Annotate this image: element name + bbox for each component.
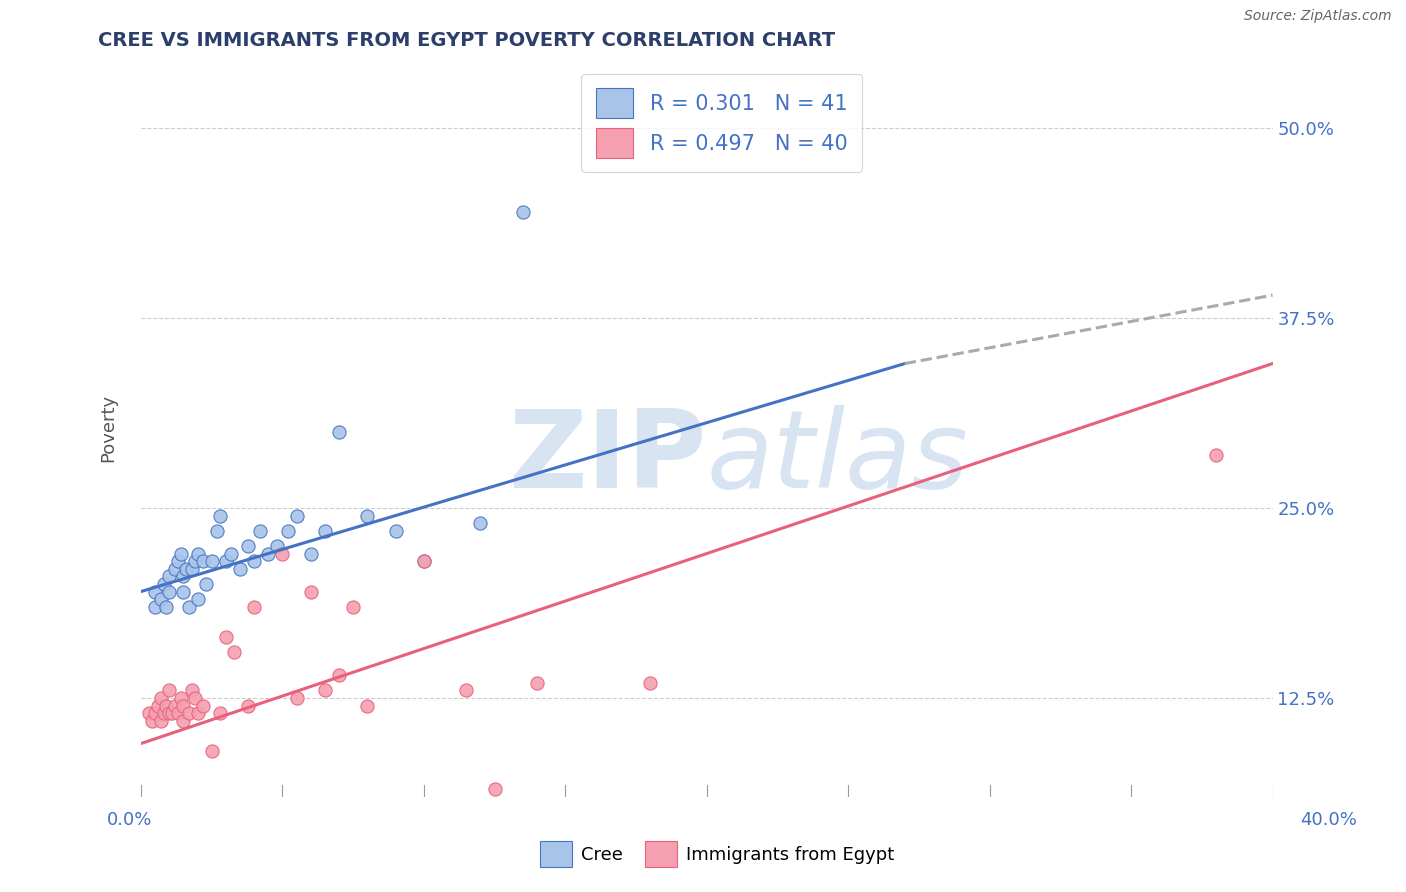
Point bbox=[299, 584, 322, 599]
Point bbox=[172, 714, 194, 728]
Point bbox=[342, 599, 364, 614]
Point bbox=[209, 706, 232, 720]
Point bbox=[155, 698, 177, 713]
Point bbox=[412, 554, 434, 568]
Point bbox=[193, 554, 215, 568]
Point bbox=[328, 425, 350, 439]
Point bbox=[201, 744, 224, 758]
Point bbox=[152, 706, 174, 720]
Text: 0.0%: 0.0% bbox=[107, 811, 152, 829]
Y-axis label: Poverty: Poverty bbox=[100, 394, 117, 462]
Point bbox=[456, 683, 478, 698]
Point bbox=[201, 554, 224, 568]
Point bbox=[238, 698, 260, 713]
Point bbox=[180, 562, 202, 576]
Point bbox=[285, 690, 308, 705]
Point bbox=[177, 599, 200, 614]
Point bbox=[141, 714, 163, 728]
Point bbox=[356, 508, 378, 523]
Legend: R = 0.301   N = 41, R = 0.497   N = 40: R = 0.301 N = 41, R = 0.497 N = 40 bbox=[581, 74, 862, 172]
Text: atlas: atlas bbox=[707, 405, 969, 510]
Point bbox=[299, 547, 322, 561]
Point bbox=[180, 683, 202, 698]
Point bbox=[249, 524, 271, 538]
Point bbox=[149, 592, 172, 607]
Point bbox=[143, 706, 166, 720]
Point bbox=[638, 675, 661, 690]
Point bbox=[215, 554, 238, 568]
Point bbox=[143, 584, 166, 599]
Point bbox=[163, 562, 186, 576]
Point bbox=[328, 668, 350, 682]
Point bbox=[187, 592, 209, 607]
Point bbox=[470, 516, 492, 530]
Point bbox=[157, 706, 180, 720]
Point bbox=[209, 508, 232, 523]
Point bbox=[143, 599, 166, 614]
Point bbox=[183, 554, 205, 568]
Point bbox=[187, 706, 209, 720]
Point bbox=[172, 698, 194, 713]
Point bbox=[166, 706, 188, 720]
Text: CREE VS IMMIGRANTS FROM EGYPT POVERTY CORRELATION CHART: CREE VS IMMIGRANTS FROM EGYPT POVERTY CO… bbox=[98, 31, 835, 50]
Point bbox=[257, 547, 280, 561]
Point bbox=[174, 562, 197, 576]
Point bbox=[271, 547, 294, 561]
Point bbox=[243, 599, 266, 614]
Point bbox=[238, 539, 260, 553]
Point bbox=[187, 547, 209, 561]
Point bbox=[412, 554, 434, 568]
Point bbox=[166, 554, 188, 568]
Point bbox=[384, 524, 406, 538]
Point bbox=[172, 569, 194, 583]
Point bbox=[146, 698, 169, 713]
Legend: Cree, Immigrants from Egypt: Cree, Immigrants from Egypt bbox=[533, 834, 901, 874]
Point bbox=[314, 524, 336, 538]
Point bbox=[149, 690, 172, 705]
Point bbox=[356, 698, 378, 713]
Point bbox=[266, 539, 288, 553]
Text: ZIP: ZIP bbox=[508, 405, 707, 510]
Point bbox=[169, 690, 191, 705]
Point bbox=[149, 714, 172, 728]
Point bbox=[221, 547, 243, 561]
Point bbox=[195, 577, 218, 591]
Text: Source: ZipAtlas.com: Source: ZipAtlas.com bbox=[1244, 9, 1392, 23]
Point bbox=[526, 675, 548, 690]
Point bbox=[207, 524, 229, 538]
Point bbox=[177, 706, 200, 720]
Point bbox=[163, 698, 186, 713]
Point bbox=[215, 630, 238, 644]
Point bbox=[229, 562, 252, 576]
Point bbox=[224, 645, 246, 659]
Point bbox=[157, 683, 180, 698]
Point bbox=[155, 599, 177, 614]
Point bbox=[277, 524, 299, 538]
Point bbox=[160, 706, 183, 720]
Point bbox=[157, 569, 180, 583]
Point bbox=[285, 508, 308, 523]
Point bbox=[172, 584, 194, 599]
Point bbox=[157, 584, 180, 599]
Point bbox=[169, 547, 191, 561]
Point bbox=[183, 690, 205, 705]
Point bbox=[152, 577, 174, 591]
Point bbox=[484, 782, 506, 797]
Point bbox=[314, 683, 336, 698]
Point bbox=[512, 204, 534, 219]
Point bbox=[138, 706, 160, 720]
Point bbox=[243, 554, 266, 568]
Point bbox=[1205, 448, 1227, 462]
Point bbox=[193, 698, 215, 713]
Text: 40.0%: 40.0% bbox=[1301, 811, 1357, 829]
